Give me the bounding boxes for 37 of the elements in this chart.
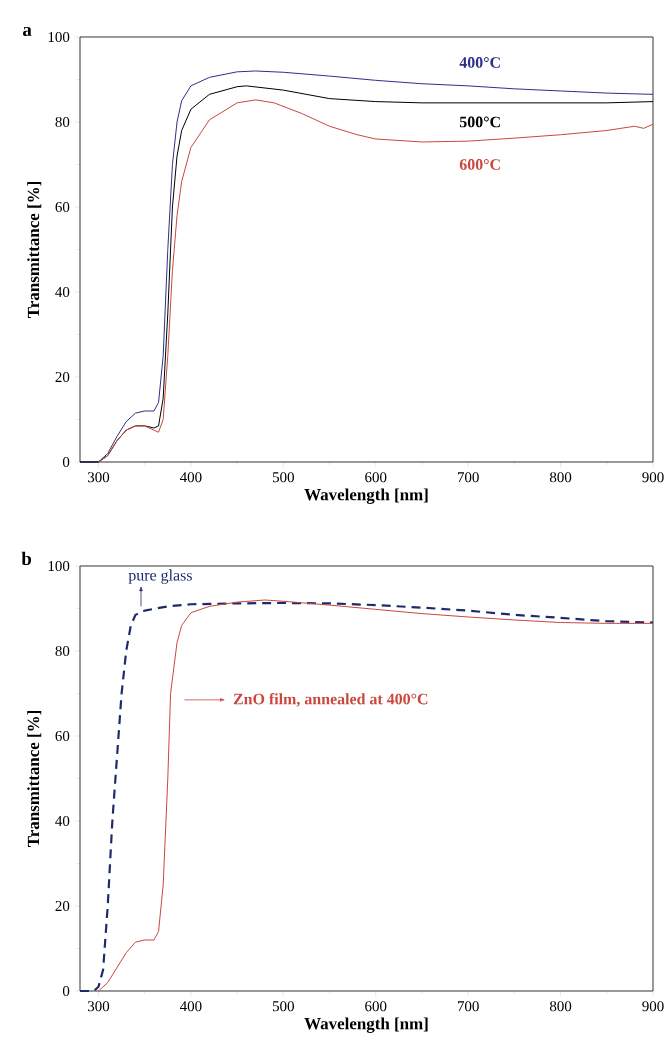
x-tick-label: 500 (272, 472, 294, 483)
x-tick-label: 900 (642, 1001, 664, 1012)
y-tick-label: 100 (48, 31, 70, 43)
x-tick-label: 800 (549, 1001, 572, 1012)
chart-title: b (21, 551, 32, 566)
x-tick-label: 400 (179, 1001, 202, 1012)
x-tick-label: 700 (457, 472, 479, 483)
y-tick-label: 0 (62, 985, 70, 997)
y-tick-label: 60 (55, 201, 70, 213)
y-tick-label: 80 (55, 645, 70, 657)
series-label: 400°C (459, 57, 500, 68)
x-tick-label: 500 (272, 1001, 294, 1012)
x-axis-title: Wavelength [nm] (304, 488, 428, 504)
y-tick-label: 80 (55, 116, 70, 128)
y-tick-label: 60 (55, 730, 70, 742)
x-tick-label: 300 (88, 472, 110, 483)
y-axis-title: Transmittance [%] (27, 711, 42, 847)
x-tick-label: 300 (87, 1001, 110, 1012)
x-tick-label: 900 (642, 472, 664, 483)
y-tick-label: 20 (55, 900, 70, 912)
series-label: pure glass (128, 569, 192, 584)
x-tick-label: 800 (549, 472, 572, 483)
x-tick-label: 600 (365, 472, 387, 483)
x-tick-label: 600 (365, 1001, 387, 1012)
y-axis-title: Transmittance [%] (27, 182, 42, 318)
x-tick-label: 700 (457, 1001, 479, 1012)
y-tick-label: 40 (55, 286, 70, 298)
y-tick-label: 20 (55, 371, 70, 383)
x-axis-title: Wavelength [nm] (304, 1017, 428, 1033)
x-tick-label: 400 (179, 472, 202, 483)
legend-label: ZnO film, annealed at 400°C (233, 693, 428, 707)
y-tick-label: 100 (48, 560, 70, 572)
series-label: 600°C (459, 159, 500, 170)
series-label: 500°C (459, 116, 500, 128)
y-tick-label: 0 (62, 456, 70, 468)
chart-title: a (22, 27, 32, 37)
y-tick-label: 40 (55, 815, 70, 827)
